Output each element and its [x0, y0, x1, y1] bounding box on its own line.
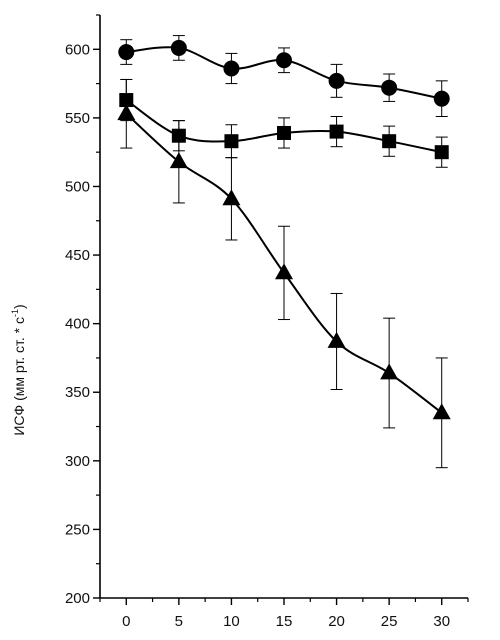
data-point-square [382, 134, 397, 149]
data-point-circle [276, 52, 292, 69]
x-tick-label: 10 [223, 613, 240, 630]
y-axis-title-superscript: -1 [10, 309, 20, 317]
data-point-triangle [117, 104, 136, 121]
x-tick-label: 15 [276, 613, 293, 630]
data-point-triangle [380, 363, 399, 380]
x-tick-label: 25 [381, 613, 398, 630]
data-point-circle [433, 90, 450, 107]
y-tick-label: 300 [65, 453, 90, 470]
data-point-square [277, 125, 291, 140]
y-tick-label: 400 [65, 316, 90, 333]
data-point-triangle [327, 331, 346, 348]
chart-series [117, 35, 451, 469]
x-tick-label: 5 [175, 613, 183, 630]
data-point-triangle [275, 263, 293, 280]
y-tick-label: 500 [65, 178, 90, 195]
y-axis-title-main: ИСФ (мм рт. ст. * с [11, 317, 27, 436]
series-circle [118, 35, 450, 118]
chart-ticks: 200 250 300 350 400 450 500 550 600 0 5 10 15 20 25 30 [65, 14, 469, 630]
series-triangle [117, 78, 451, 469]
data-point-circle [170, 39, 187, 56]
y-axis-title: ИСФ (мм рт. ст. * с-1) [10, 304, 27, 435]
data-point-square [434, 145, 449, 160]
data-point-triangle [169, 152, 188, 169]
y-tick-label: 250 [65, 521, 90, 538]
data-point-square [224, 134, 239, 149]
y-axis-title-suffix: ) [11, 304, 27, 309]
data-point-square [329, 124, 344, 139]
x-tick-label: 0 [122, 613, 130, 630]
data-point-circle [381, 79, 398, 96]
x-tick-label: 20 [328, 613, 345, 630]
data-point-triangle [222, 189, 241, 206]
data-point-circle [328, 72, 345, 89]
y-tick-label: 550 [65, 110, 90, 127]
data-point-circle [118, 44, 135, 61]
y-tick-label: 600 [65, 41, 90, 58]
y-tick-label: 350 [65, 384, 90, 401]
y-tick-label: 450 [65, 247, 90, 264]
y-tick-label: 200 [65, 590, 90, 607]
data-point-circle [223, 60, 240, 77]
x-tick-label: 30 [433, 613, 450, 630]
data-point-triangle [432, 403, 451, 420]
